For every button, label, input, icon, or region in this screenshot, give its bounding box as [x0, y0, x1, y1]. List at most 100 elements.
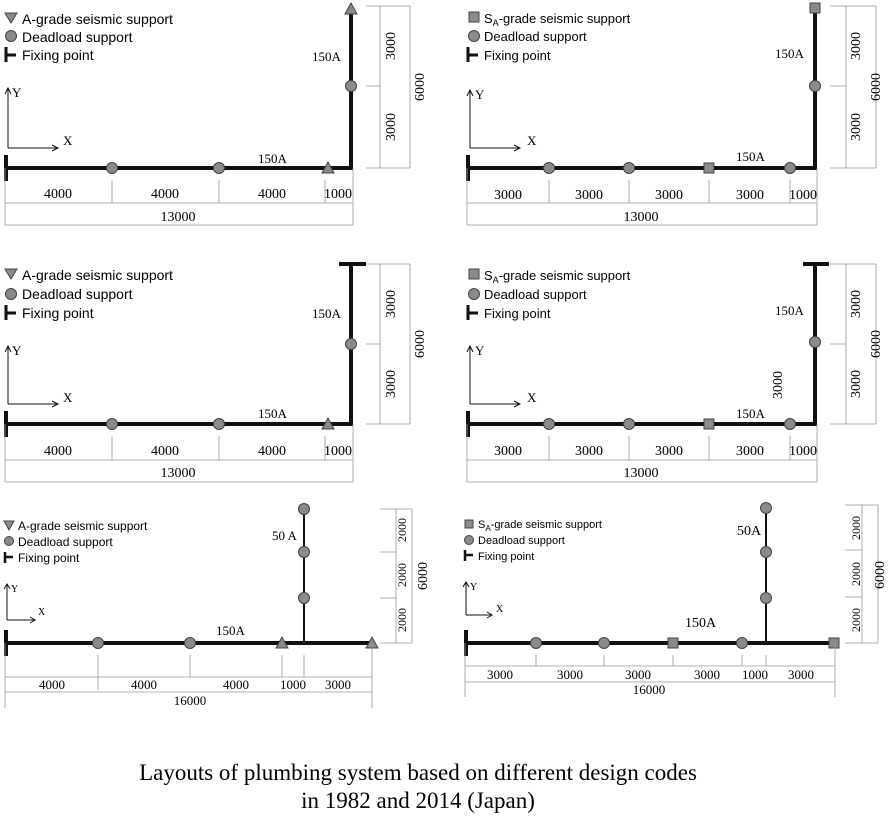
axis-y-label: Y — [475, 87, 485, 102]
axis-y-label: Y — [11, 584, 18, 595]
dim-seg: 4000 — [44, 187, 72, 202]
fixing-point-icon — [4, 47, 16, 62]
dim-seg: 4000 — [131, 677, 157, 692]
axis-x-arrow — [8, 144, 60, 152]
axis-x-label: X — [496, 604, 504, 615]
dim-seg: 3000 — [557, 667, 583, 682]
legend-fixing: Fixing point — [484, 48, 551, 63]
a-grade-support — [321, 416, 335, 430]
dim-seg: 4000 — [151, 444, 179, 459]
dim-seg: 3000 — [325, 677, 351, 692]
dim-vseg: 3000 — [384, 290, 399, 318]
dim-vseg: 3000 — [849, 290, 864, 318]
sa-grade-support — [828, 637, 840, 649]
pipe-label-h: 150A — [258, 406, 288, 421]
dim-vtotal: 6000 — [869, 330, 884, 358]
dim-seg: 4000 — [151, 187, 179, 202]
legend-a-grade: A-grade seismic support — [18, 519, 148, 533]
axis-y-arrow — [462, 581, 470, 615]
axis-x-label: X — [63, 390, 73, 405]
dim-seg: 3000 — [655, 188, 683, 203]
axis-y-label: Y — [475, 343, 485, 358]
legend-fixing: Fixing point — [484, 306, 551, 321]
deadload-support — [298, 592, 310, 604]
dim-seg: 4000 — [258, 187, 286, 202]
deadload-support — [106, 162, 118, 174]
dim-line — [366, 263, 411, 425]
fixing-point-icon — [3, 552, 13, 563]
legend-deadload: Deadload support — [484, 29, 587, 44]
triangle-icon — [4, 12, 18, 24]
dim-line — [366, 5, 411, 169]
dim-seg: 3000 — [487, 667, 513, 682]
dim-seg: 3000 — [625, 667, 651, 682]
dim-vtotal: 6000 — [413, 330, 428, 358]
legend-fixing: Fixing point — [18, 551, 80, 565]
dim-vseg: 3000 — [849, 113, 864, 141]
deadload-support — [736, 637, 748, 649]
circle-icon — [468, 288, 480, 300]
deadload-support — [784, 418, 796, 430]
caption-line-1: Layouts of plumbing system based on diff… — [139, 760, 697, 785]
dim-vseg: 3000 — [384, 113, 399, 141]
deadload-support — [298, 503, 310, 515]
panel-2: SA-grade seismic support Deadload suppor… — [466, 2, 884, 226]
dim-vseg: 3000 — [771, 371, 786, 399]
panel-1: A-grade seismic support Deadload support… — [4, 1, 428, 226]
dim-seg: 3000 — [494, 444, 522, 459]
dim-seg: 4000 — [44, 444, 72, 459]
deadload-support — [760, 592, 772, 604]
dim-total: 13000 — [624, 210, 659, 225]
dim-seg: 1000 — [789, 188, 817, 203]
dim-seg: 3000 — [494, 188, 522, 203]
axis-y-label: Y — [470, 582, 477, 593]
dim-line — [4, 424, 354, 483]
pipe-label-v: 50 A — [272, 528, 298, 543]
legend-a-grade: A-grade seismic support — [22, 267, 173, 283]
pipe-label-v: 150A — [775, 46, 805, 61]
dim-vseg: 2000 — [395, 608, 409, 632]
a-grade-support — [275, 635, 289, 649]
panel-4: SA-grade seismic support Deadload suppor… — [466, 262, 884, 483]
dim-seg: 3000 — [575, 444, 603, 459]
axis-x-label: X — [63, 133, 73, 148]
dim-seg: 1000 — [324, 444, 352, 459]
dim-line — [464, 643, 836, 697]
dim-line — [4, 643, 373, 708]
deadload-support — [784, 162, 796, 174]
deadload-support — [106, 418, 118, 430]
deadload-support — [760, 502, 772, 514]
dim-vseg: 2000 — [849, 516, 863, 540]
dim-line — [466, 424, 818, 483]
pipe-label-h: 150A — [685, 616, 717, 631]
pipe-label-v: 50A — [737, 524, 762, 539]
dim-vseg: 3000 — [384, 370, 399, 398]
pipe-label-h: 150A — [736, 406, 766, 421]
circle-icon — [4, 536, 14, 546]
legend-a-grade: A-grade seismic support — [22, 11, 173, 27]
legend-deadload: Deadload support — [22, 29, 133, 45]
axis-x-arrow — [470, 400, 522, 408]
deadload-support — [345, 80, 357, 92]
a-grade-support — [321, 160, 335, 174]
dim-seg: 3000 — [788, 667, 814, 682]
legend-deadload: Deadload support — [22, 286, 133, 302]
dim-total: 16000 — [633, 682, 666, 697]
dim-seg: 3000 — [655, 444, 683, 459]
dim-vseg: 2000 — [849, 608, 863, 632]
legend-fixing: Fixing point — [22, 47, 94, 63]
dim-line — [830, 263, 877, 425]
deadload-support — [184, 637, 196, 649]
circle-icon — [464, 535, 474, 545]
legend-fixing: Fixing point — [478, 551, 534, 563]
legend-sa-grade: SA-grade seismic support — [478, 519, 602, 533]
fixing-point-icon — [466, 305, 478, 320]
dim-vtotal: 6000 — [416, 562, 431, 590]
legend-deadload: Deadload support — [484, 287, 587, 302]
deadload-support — [92, 637, 104, 649]
deadload-support — [345, 338, 357, 350]
deadload-support — [298, 546, 310, 558]
deadload-support — [623, 162, 635, 174]
dim-vseg: 2000 — [849, 562, 863, 586]
deadload-support — [213, 162, 225, 174]
